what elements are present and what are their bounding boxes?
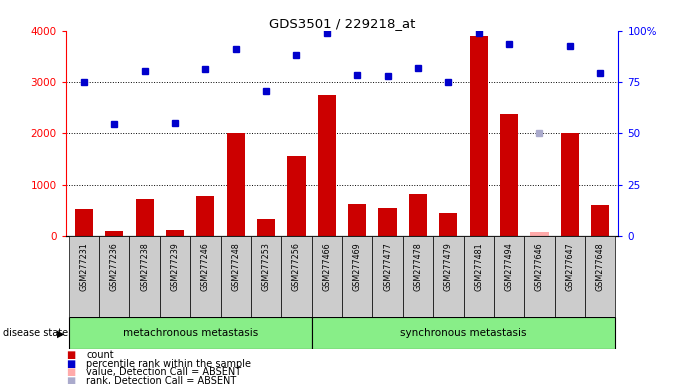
Text: count: count [86,350,114,360]
Bar [312,236,342,317]
Text: ▶: ▶ [57,328,64,338]
Bar [99,236,129,317]
Bar [227,134,245,236]
Bar [591,205,609,236]
Bar [470,36,488,236]
Bar [403,236,433,317]
Bar [160,236,190,317]
Text: GSM277236: GSM277236 [110,243,119,291]
Text: GSM277253: GSM277253 [262,243,271,291]
Bar [287,156,305,236]
Bar [68,236,99,317]
Text: metachronous metastasis: metachronous metastasis [122,328,258,338]
Bar [500,114,518,236]
Text: GSM277647: GSM277647 [565,243,574,291]
Title: GDS3501 / 229218_at: GDS3501 / 229218_at [269,17,415,30]
Bar [494,236,524,317]
Text: GSM277256: GSM277256 [292,243,301,291]
Text: GSM277477: GSM277477 [383,243,392,291]
Text: GSM277469: GSM277469 [352,243,361,291]
Text: ■: ■ [66,359,75,369]
Bar [348,204,366,236]
Bar [342,236,372,317]
Bar [409,194,427,236]
Bar [220,236,251,317]
Bar [68,317,312,349]
Bar [312,317,616,349]
Bar [281,236,312,317]
Bar [585,236,616,317]
Bar [257,219,275,236]
Text: GSM277648: GSM277648 [596,243,605,291]
Text: ■: ■ [66,376,75,384]
Bar [433,236,464,317]
Bar [166,230,184,236]
Text: value, Detection Call = ABSENT: value, Detection Call = ABSENT [86,367,241,377]
Bar [372,236,403,317]
Bar [531,232,549,236]
Text: percentile rank within the sample: percentile rank within the sample [86,359,252,369]
Text: GSM277239: GSM277239 [171,243,180,291]
Bar [560,134,579,236]
Text: ■: ■ [66,367,75,377]
Bar [135,199,153,236]
Text: GSM277231: GSM277231 [79,243,88,291]
Text: GSM277246: GSM277246 [201,243,210,291]
Text: GSM277478: GSM277478 [413,243,422,291]
Bar [251,236,281,317]
Bar [439,213,457,236]
Bar [105,231,124,236]
Bar [129,236,160,317]
Text: GSM277466: GSM277466 [323,243,332,291]
Bar [524,236,555,317]
Bar [379,209,397,236]
Text: GSM277481: GSM277481 [474,243,483,291]
Text: GSM277248: GSM277248 [231,243,240,291]
Bar [190,236,220,317]
Text: GSM277479: GSM277479 [444,243,453,291]
Bar [75,209,93,236]
Bar [464,236,494,317]
Text: disease state: disease state [3,328,68,338]
Bar [555,236,585,317]
Text: synchronous metastasis: synchronous metastasis [400,328,527,338]
Text: GSM277494: GSM277494 [504,243,513,291]
Text: rank, Detection Call = ABSENT: rank, Detection Call = ABSENT [86,376,236,384]
Text: GSM277238: GSM277238 [140,243,149,291]
Bar [196,196,214,236]
Bar [318,95,336,236]
Text: ■: ■ [66,350,75,360]
Text: GSM277646: GSM277646 [535,243,544,291]
